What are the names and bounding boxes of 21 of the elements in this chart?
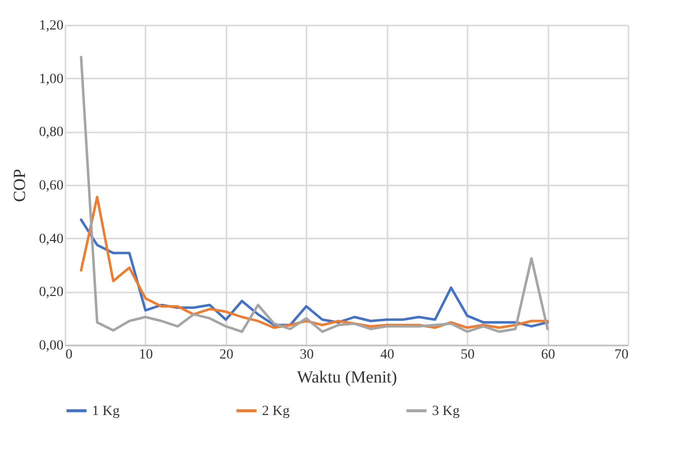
x-tick-label: 50 <box>460 348 475 362</box>
x-tick-label: 70 <box>614 348 628 362</box>
y-tick-label: 0,60 <box>39 178 64 194</box>
x-tick-label: 60 <box>541 348 556 362</box>
y-axis-title: COP <box>10 168 29 202</box>
legend-label: 2 Kg <box>262 404 290 419</box>
y-tick-label: 0,80 <box>39 125 64 140</box>
x-axis-title: Waktu (Menit) <box>296 368 398 386</box>
legend-label: 1 Kg <box>92 404 120 419</box>
line-series <box>80 56 549 333</box>
x-tick-label: 20 <box>219 348 234 362</box>
y-tick-label: 0,20 <box>39 285 64 300</box>
y-tick-label: 0,40 <box>39 232 64 247</box>
y-tick-label: 0,00 <box>39 338 64 354</box>
x-tick-label: 30 <box>300 348 314 362</box>
x-tick-label: 10 <box>138 348 153 362</box>
legend-label: 3 Kg <box>432 404 460 419</box>
x-tick-label: 40 <box>380 348 394 362</box>
x-tick-label: 0 <box>66 348 72 362</box>
y-tick-label: 1,20 <box>39 18 64 34</box>
y-tick-label: 1,00 <box>39 72 64 87</box>
